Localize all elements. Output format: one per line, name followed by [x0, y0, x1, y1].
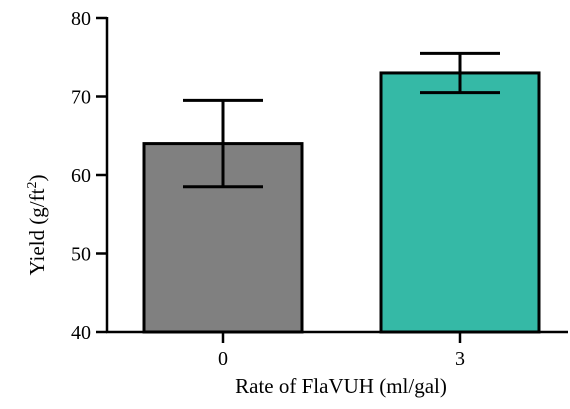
y-tick-label: 40 [71, 322, 91, 344]
x-tick-label-0: 0 [218, 348, 228, 370]
error-bars [183, 51, 500, 189]
bar-3 [379, 71, 541, 334]
y-tick-label: 70 [71, 87, 91, 109]
y-axis-title: Yield (g/ft2) [25, 175, 49, 276]
x-tick-label-3: 3 [455, 348, 465, 370]
x-axis-title: Rate of FlaVUH (ml/gal) [235, 374, 447, 398]
y-tick-label: 80 [71, 8, 91, 30]
y-tick-label: 60 [71, 165, 91, 187]
y-axis-title-superscript: 2 [25, 182, 40, 189]
y-axis-title-end: ) [25, 175, 49, 182]
y-axis-title-main: Yield (g/ft [25, 188, 49, 275]
y-axis-ticks: 40 50 60 70 80 [71, 8, 107, 344]
bars [142, 71, 541, 334]
y-tick-label: 50 [71, 244, 91, 266]
